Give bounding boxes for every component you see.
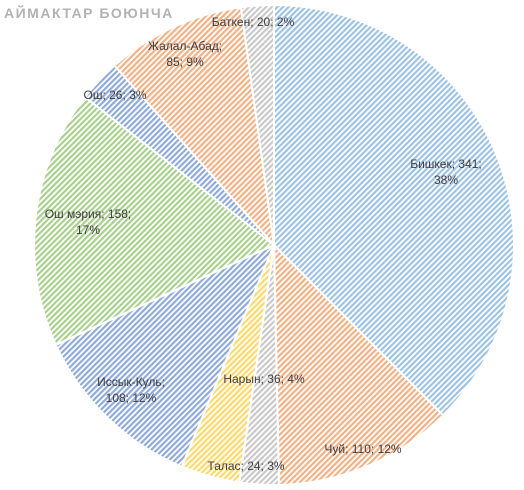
slice-label-4: Нарын; 36; 4%	[223, 372, 305, 386]
slice-label-6: Ош мэрия; 158; 17%	[45, 207, 132, 237]
pie-slice-5	[54, 243, 276, 468]
slice-label-2: Чуй; 110; 12%	[324, 442, 402, 456]
pie-slice-6	[33, 95, 276, 347]
slices-layer	[33, 3, 515, 486]
pie-slice-2	[272, 242, 445, 486]
slice-label-3: Талас; 24; 3%	[207, 459, 284, 473]
pie-slice-8	[113, 6, 276, 249]
pie-slice-1	[273, 3, 515, 417]
chart-title: АЙМАКТАР БОЮНЧА	[4, 5, 174, 21]
slice-label-7: Ош; 26; 3%	[84, 88, 147, 102]
slice-label-9: Баткен; 20; 2%	[212, 15, 295, 29]
pie-slice-9	[239, 3, 275, 246]
slice-label-5: Иссык-Куль; 108; 12%	[97, 375, 165, 405]
slice-label-8: Жалал-Абад; 85; 9%	[148, 39, 222, 69]
slice-label-1: Бишкек; 341; 38%	[410, 157, 482, 187]
labels-layer: Бишкек; 341; 38% Чуй; 110; 12% Талас; 24; 3…	[45, 15, 482, 473]
